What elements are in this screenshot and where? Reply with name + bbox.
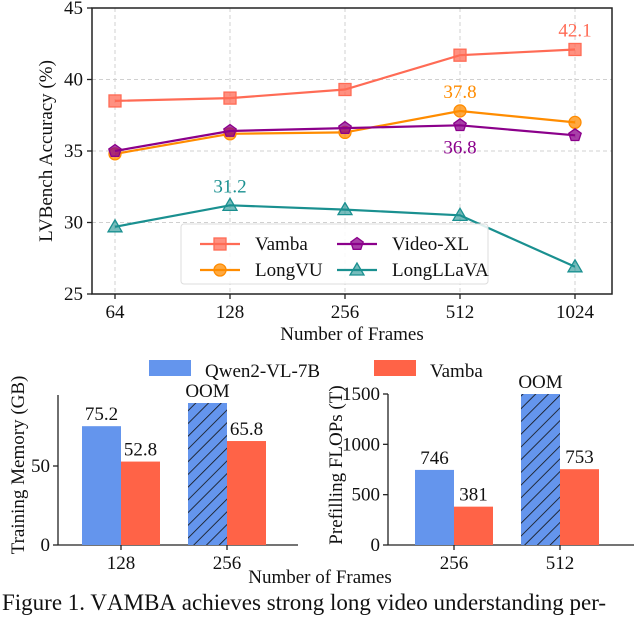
prefilling-flops-chart: 0 500 1000 1500 256 746 381 512 OOM 753 Prefillin… [326,372,634,574]
x-tick-label: 256 [331,302,360,323]
bar [121,461,160,545]
bar-label: 65.8 [230,419,263,440]
y-axis-label: Prefilling FLOPs (T) [326,385,347,544]
y-tick-label: 35 [64,141,83,162]
x-axis-label: Number of Frames [280,324,424,345]
y-tick-label: 30 [64,213,83,234]
bar-label: 746 [420,448,449,469]
x-tick-label: 1024 [556,302,595,323]
shared-x-axis-label: Number of Frames [248,567,392,588]
y-tick-label: 500 [352,485,381,506]
y-tick-label: 25 [64,284,83,305]
x-tick-label: 64 [106,302,126,323]
data-point [223,91,237,105]
legend-marker [213,237,227,251]
x-tick-label: 128 [216,302,245,323]
caption-prefix: Figure 1. [2,590,91,615]
bar-label: 753 [565,447,594,468]
legend-item-vamba: Vamba [200,234,308,255]
data-point [221,197,239,211]
data-point [108,94,122,108]
caption-name-rest: AMBA [107,590,177,615]
x-tick-label: 128 [107,553,136,574]
data-point [336,201,354,216]
series-video-xl [108,117,582,157]
data-label: 31.2 [213,176,246,197]
data-label: 36.8 [443,137,476,158]
data-label: 37.8 [443,82,476,103]
bar [415,469,454,545]
legend-label: LongVU [255,260,323,281]
y-tick-label: 1500 [342,384,380,405]
bar-label: OOM [518,372,562,393]
caption-suffix: achieves strong long video understanding… [176,590,607,615]
data-point [108,143,122,157]
y-axis: 25 30 35 40 45 [64,0,92,305]
y-tick-label: 0 [371,535,381,556]
legend-marker [213,263,227,277]
legend-item-video-xl: Video-XL [337,234,469,255]
x-tick-label: 512 [546,553,575,574]
x-tick-label: 256 [440,553,469,574]
legend-swatch-qwen [149,360,191,376]
data-point [453,48,467,62]
legend-box [180,223,489,285]
legend-item-longvu: LongVU [200,260,323,281]
data-point [453,104,467,118]
bar [454,506,493,545]
bar-label: OOM [185,381,229,402]
bar-label: 75.2 [85,404,118,425]
legend: Vamba Video-XL LongVU LongLLaVA [180,223,489,285]
data-point [223,123,237,137]
data-point [566,258,584,273]
legend-label-vamba: Vamba [430,361,483,382]
bar-label: 52.8 [124,440,157,461]
bar-legend: Qwen2-VL-7B Vamba [149,360,483,382]
series-longllava [106,197,584,273]
legend-label: Video-XL [392,234,469,255]
data-point [568,127,582,142]
bar [227,441,266,545]
x-axis: 64 128 256 512 1024 [106,294,595,323]
series-group [106,42,584,273]
bar [560,469,599,545]
bar-oom [521,394,560,545]
legend-label: Vamba [255,234,308,255]
legend-marker [348,261,366,276]
bar-oom [188,403,227,545]
annotations: 42.1 37.8 36.8 31.2 [213,20,591,197]
y-axis-label: LVBench Accuracy (%) [36,60,57,242]
data-point [568,42,582,57]
bar-label: 381 [459,485,488,506]
series-vamba [108,42,582,108]
y-axis-label: Training Memory (GB) [8,376,29,555]
figure-caption: Figure 1. VAMBA achieves strong long vid… [2,590,606,616]
legend-swatch-vamba [374,360,416,376]
y-tick-label: 0 [41,535,51,556]
data-point [451,207,469,222]
data-point [338,82,352,97]
x-tick-label: 256 [213,553,242,574]
data-label: 42.1 [558,20,591,41]
y-tick-label: 1000 [342,434,380,455]
legend-label: LongLLaVA [392,260,489,281]
legend-marker [350,236,364,250]
data-point [568,115,582,130]
data-point [338,120,352,135]
legend-item-longllava: LongLLaVA [337,260,489,281]
bar [82,426,121,545]
data-point [106,218,124,233]
legend-label-qwen: Qwen2-VL-7B [205,361,320,382]
data-point [453,117,467,132]
y-tick-label: 50 [31,456,50,477]
y-tick-label: 40 [64,70,83,91]
y-tick-label: 45 [64,0,83,19]
x-tick-label: 512 [446,302,475,323]
caption-name-first: V [90,590,108,615]
line-chart: 25 30 35 40 45 64 128 256 512 1024 42.1 37.8 36.8 3… [36,0,613,345]
